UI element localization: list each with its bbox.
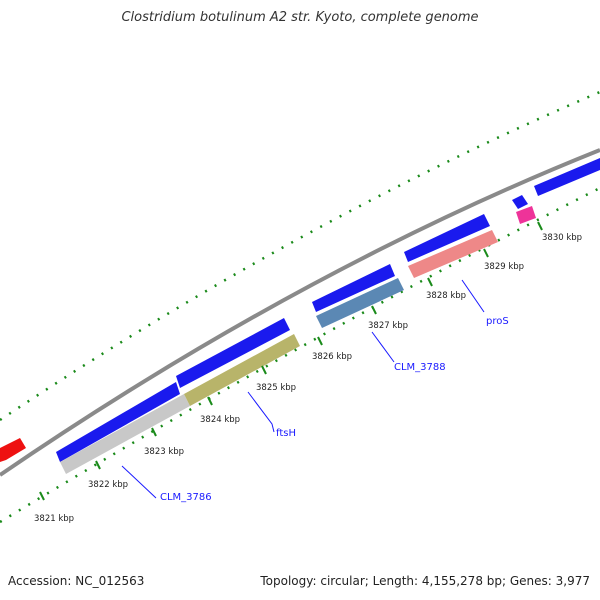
kbp-label: 3821 kbp	[34, 514, 74, 524]
kbp-label: 3829 kbp	[484, 262, 524, 272]
map-title: Clostridium botulinum A2 str. Kyoto, com…	[121, 10, 479, 25]
kbp-label: 3825 kbp	[256, 383, 296, 393]
kbp-label: 3830 kbp	[542, 233, 582, 243]
kbp-label: 3826 kbp	[312, 352, 352, 362]
cds-arrow[interactable]	[312, 264, 395, 312]
kbp-label: 3823 kbp	[144, 447, 184, 457]
gene-clm-3786[interactable]	[60, 394, 190, 474]
kbp-label: 3828 kbp	[426, 291, 466, 301]
inner-dotted-ring-path	[0, 186, 600, 524]
gene-label-pros[interactable]: proS	[486, 316, 509, 327]
cds-arrow[interactable]	[56, 382, 180, 462]
gene-pink[interactable]	[516, 206, 536, 224]
kbp-tick-group	[39, 221, 543, 501]
gene-label-ftsh[interactable]: ftsH	[276, 428, 296, 439]
accession-text: Accession: NC_012563	[8, 574, 145, 588]
gene-ftsh[interactable]	[184, 334, 300, 406]
gene-labels: CLM_3786 ftsH CLM_3788 proS	[160, 316, 509, 503]
outer-dotted-ring-path	[0, 90, 600, 422]
cds-arrow[interactable]	[404, 214, 490, 262]
kbp-labels: 3821 kbp 3822 kbp 3823 kbp 3824 kbp 3825…	[34, 233, 582, 524]
gene-label-clm-3788[interactable]: CLM_3788	[394, 362, 446, 373]
cds-red[interactable]	[0, 438, 26, 462]
gene-label-clm-3786[interactable]: CLM_3786	[160, 492, 212, 503]
kbp-label: 3827 kbp	[368, 321, 408, 331]
kbp-label: 3822 kbp	[88, 480, 128, 490]
cds-arrow[interactable]	[534, 158, 600, 196]
inner-tick-ring	[0, 186, 600, 524]
gene-pros[interactable]	[408, 230, 498, 278]
cds-arrow[interactable]	[176, 318, 290, 388]
gene-leaders	[121, 279, 485, 499]
gene-clm-3788[interactable]	[316, 278, 404, 328]
kbp-label: 3824 kbp	[200, 415, 240, 425]
outer-tick-ring	[0, 90, 600, 422]
genome-summary-text: Topology: circular; Length: 4,155,278 bp…	[260, 574, 590, 588]
forward-cds-track	[56, 158, 600, 462]
cds-arrow[interactable]	[512, 195, 528, 209]
genome-backbone	[0, 148, 600, 477]
